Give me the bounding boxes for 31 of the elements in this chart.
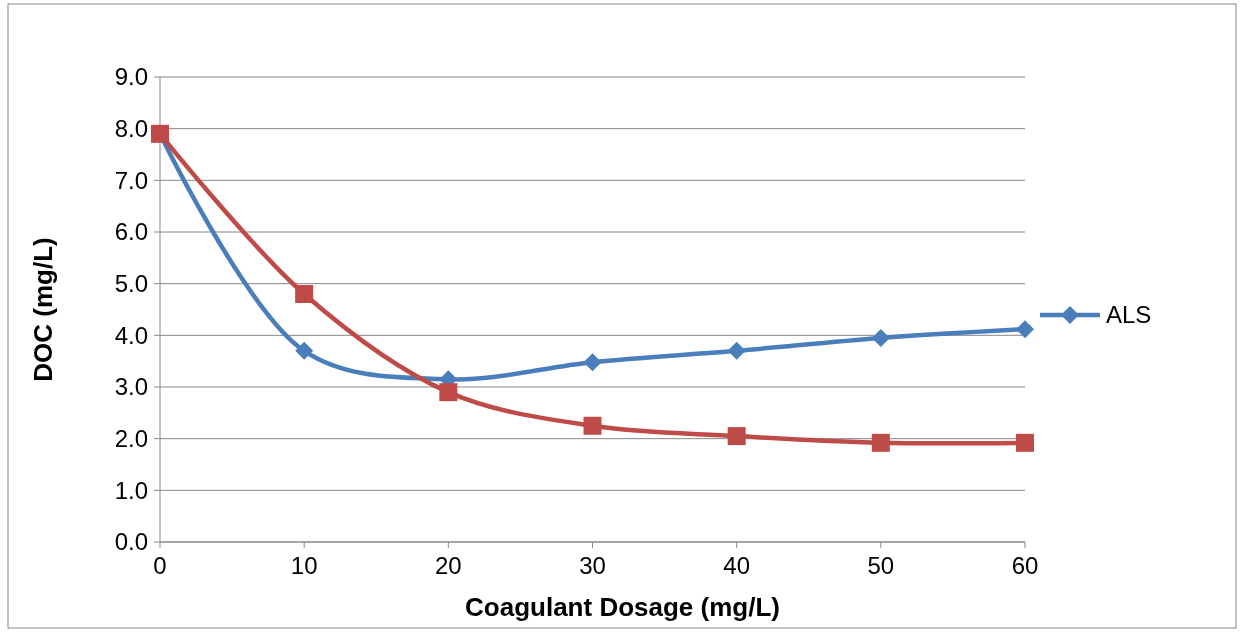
y-tick-label: 1.0 [114,476,148,504]
point [295,285,314,303]
x-tick-label: 20 [434,552,462,579]
x-tick-label: 0 [153,552,167,579]
y-tick-label: 5.0 [114,270,148,298]
y-tick-label: 0.0 [114,528,148,556]
point [871,433,890,452]
x-axis-title: Coagulant Dosage (mg/L) [465,592,780,622]
point [1016,320,1034,339]
point [583,416,602,435]
y-tick-label: 4.0 [114,321,148,349]
point [1016,433,1034,452]
y-tick-label: 7.0 [114,166,148,194]
point [727,341,746,360]
y-tick-label: 2.0 [114,425,148,453]
point [871,328,890,347]
point [727,427,746,446]
y-tick-label: 9.0 [114,63,148,91]
x-tick-label: 40 [723,552,751,579]
x-tick-label: 60 [1011,552,1039,579]
y-tick-label: 3.0 [114,373,148,401]
x-tick-label: 30 [579,552,606,579]
y-axis-title: DOC (mg/L) [28,237,58,382]
y-tick-label: 6.0 [114,218,148,246]
point [583,353,602,372]
point [439,383,458,402]
x-tick-label: 10 [290,552,318,579]
legend-label: ALS [1106,301,1152,329]
y-tick-label: 8.0 [114,115,148,143]
point [295,341,314,360]
x-tick-label: 50 [867,552,895,579]
